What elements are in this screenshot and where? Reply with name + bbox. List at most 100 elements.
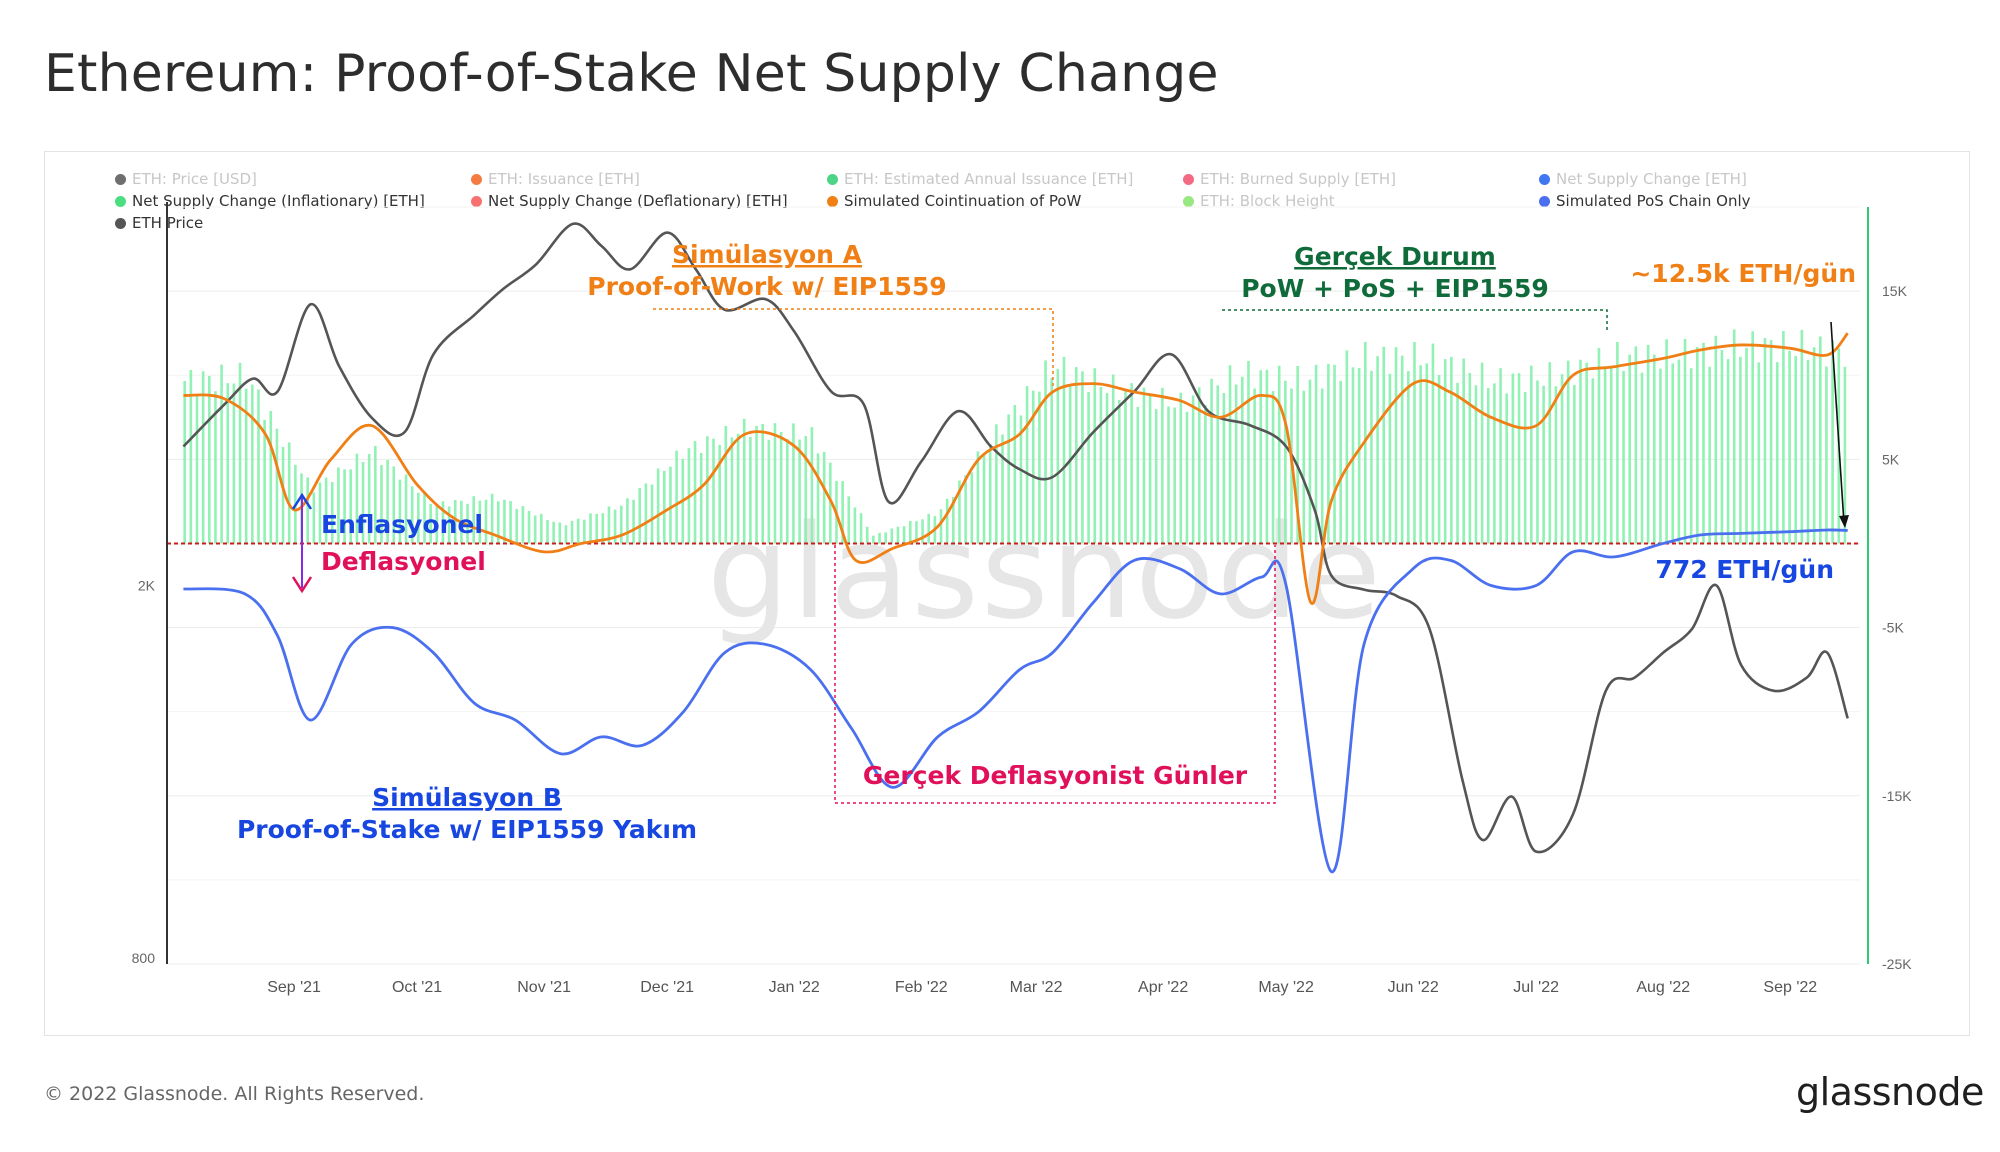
inflation-bar: [564, 525, 568, 544]
inflation-bar: [269, 411, 273, 544]
legend-item[interactable]: ETH: Issuance [ETH]: [471, 170, 827, 188]
inflation-bar: [663, 470, 666, 544]
inflation-bar: [1622, 370, 1625, 544]
inflation-bar: [1511, 373, 1515, 544]
inflation-bar: [244, 388, 248, 544]
legend-item[interactable]: Net Supply Change (Deflationary) [ETH]: [471, 192, 827, 210]
inflation-bar: [374, 445, 377, 544]
inflation-bar: [1001, 434, 1004, 544]
legend-dot-icon: [1183, 195, 1194, 207]
x-tick-label: Sep '22: [1763, 979, 1817, 996]
legend-label: Net Supply Change [ETH]: [1556, 170, 1747, 188]
legend-label: ETH: Block Height: [1200, 192, 1335, 210]
inflation-bar: [601, 513, 605, 544]
inflation-bar: [1056, 368, 1060, 544]
inflation-bar: [1708, 366, 1711, 544]
inflation-bar: [349, 469, 353, 544]
inflation-bar: [441, 501, 445, 544]
inflation-bar: [865, 526, 869, 544]
inflation-bar: [1148, 394, 1152, 544]
inflation-bar: [1271, 391, 1275, 544]
legend-item[interactable]: ETH: Block Height: [1183, 192, 1539, 210]
inflation-bar: [1253, 388, 1256, 544]
x-tick-label: Jun '22: [1388, 979, 1439, 996]
inflation-bar: [552, 521, 555, 544]
inflation-bar: [1087, 391, 1090, 544]
legend-item[interactable]: Simulated Cointinuation of PoW: [827, 192, 1183, 210]
inflation-bar: [779, 431, 783, 544]
inflation-bar: [859, 513, 863, 544]
inflation-bar: [275, 428, 279, 544]
inflation-bar: [1597, 347, 1601, 544]
sim-a-subtitle: Proof-of-Work w/ EIP1559: [587, 272, 946, 301]
inflation-bar: [1585, 362, 1588, 544]
inflation-bar: [1413, 342, 1416, 544]
inflation-bar: [1259, 370, 1263, 544]
inflation-bar: [1308, 379, 1312, 544]
inflation-bar: [945, 498, 949, 544]
inflation-bar: [1234, 384, 1238, 544]
pow-continuation-line: [183, 332, 1849, 605]
legend-label: ETH: Price [USD]: [132, 170, 257, 188]
inflation-bar: [589, 513, 592, 544]
legend-dot-icon: [115, 195, 126, 207]
inflation-bar: [1130, 383, 1133, 544]
inflation-bar: [478, 500, 482, 544]
inflation-bar: [355, 453, 359, 544]
inflation-bar: [1185, 411, 1189, 544]
inflation-bar: [1025, 386, 1029, 544]
inflation-bar: [761, 423, 764, 544]
inflation-bar: [1333, 364, 1336, 544]
inflation-bar: [638, 487, 642, 544]
inflation-bar: [1167, 406, 1170, 544]
inflation-bar: [1806, 359, 1810, 544]
inflation-bar: [392, 466, 396, 544]
legend-dot-icon: [1539, 195, 1550, 207]
inflation-bar: [669, 466, 672, 544]
inflation-bar: [829, 462, 832, 544]
inflation-bar: [613, 509, 617, 544]
inflation-bar: [257, 389, 260, 544]
legend-label: Simulated Cointinuation of PoW: [844, 192, 1082, 210]
legend-item[interactable]: Net Supply Change (Inflationary) [ETH]: [115, 192, 471, 210]
legend-item[interactable]: ETH: Burned Supply [ETH]: [1183, 170, 1539, 188]
inflation-bar: [1118, 399, 1121, 544]
legend-item[interactable]: ETH: Estimated Annual Issuance [ETH]: [827, 170, 1183, 188]
inflation-bar: [417, 492, 420, 544]
inflation-bar: [306, 477, 309, 544]
inflation-bar: [1702, 342, 1705, 544]
inflation-bar: [1068, 386, 1072, 544]
x-tick-label: Oct '21: [392, 979, 442, 996]
inflation-bar: [1407, 371, 1410, 544]
inflation-bar: [1247, 360, 1250, 544]
inflation-bar: [1714, 335, 1718, 544]
inflation-bar: [515, 508, 519, 544]
inflation-bar: [644, 483, 648, 544]
inflation-bar: [902, 526, 906, 544]
legend-item[interactable]: Net Supply Change [ETH]: [1539, 170, 1895, 188]
inflation-bar: [1222, 393, 1226, 544]
legend-item[interactable]: ETH: Price [USD]: [115, 170, 471, 188]
legend-item[interactable]: Simulated PoS Chain Only: [1539, 192, 1895, 210]
inflation-bar: [736, 433, 740, 544]
right-tick-label: 15K: [1882, 283, 1908, 299]
inflation-bar: [1677, 359, 1681, 544]
inflation-bar: [447, 506, 451, 544]
inflation-bar: [207, 375, 211, 544]
inflation-bar: [706, 436, 709, 544]
inflation-bar: [1775, 362, 1779, 544]
inflation-bar: [1726, 359, 1730, 544]
inflation-bar: [1566, 360, 1570, 544]
x-tick-label: Nov '21: [517, 979, 571, 996]
inflation-bar: [1197, 387, 1201, 544]
legend-dot-icon: [1539, 173, 1550, 185]
inflation-bar: [607, 506, 611, 544]
sim-b-title: Simülasyon B: [372, 783, 562, 812]
pos-chain-line: [183, 528, 1848, 873]
inflation-bar: [1591, 378, 1595, 544]
inflation-bar: [361, 462, 365, 544]
inflation-bar: [1456, 382, 1459, 544]
inflation-bar: [1031, 390, 1035, 544]
inflation-bar: [380, 465, 383, 544]
